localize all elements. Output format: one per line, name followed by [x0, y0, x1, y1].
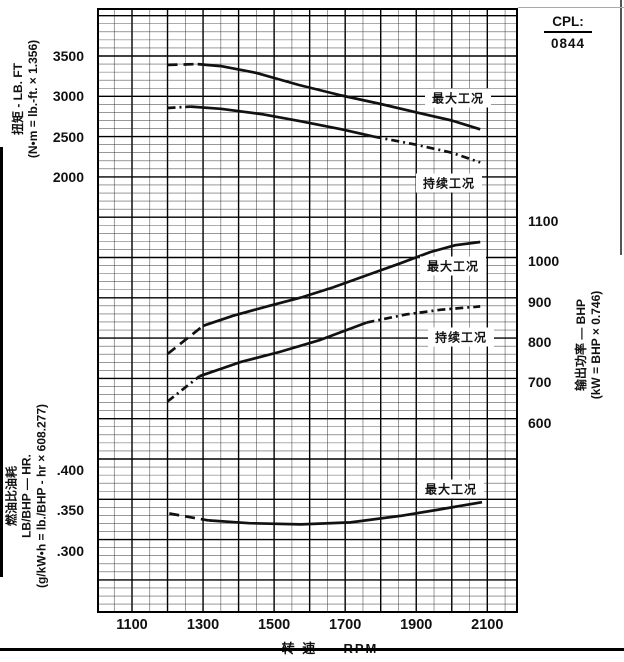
plot-area: 最大工况 持续工况 最大工况 持续工况 最大工况 — [97, 8, 518, 613]
torque-curve-1-solid — [190, 105, 374, 138]
power-series-label-1: 持续工况 — [427, 327, 495, 347]
fuel-axis-title: 燃油比油耗 LB/BHP — HR. (g/kW•h = lb./BHP - h… — [5, 404, 50, 588]
torque-curve-0-dashed — [167, 62, 198, 67]
torque-ytick-2000: 2000 — [52, 168, 84, 185]
torque-curve-1-dashdot — [373, 135, 481, 164]
fuel-curve-0-solid — [208, 500, 483, 526]
power-curve-1-solid — [199, 321, 367, 378]
power-curve-0-solid — [202, 240, 481, 328]
torque-curve-1-dashdot — [167, 105, 191, 110]
torque-series-label-0: 最大工况 — [424, 88, 492, 108]
x-tick-2100: 2100 — [471, 617, 504, 633]
frame-left-line — [0, 147, 3, 577]
x-tick-1500: 1500 — [257, 617, 291, 633]
power-ytick-1000: 1000 — [528, 253, 560, 270]
fuel-ytick-300: .300 — [56, 542, 84, 559]
torque-ytick-3500: 3500 — [52, 48, 84, 64]
power-curve-1-dashdot — [366, 305, 481, 324]
power-ytick-700: 700 — [528, 374, 552, 391]
fuel-curve-0-dashed — [169, 512, 209, 522]
fuel-series-label-0: 最大工况 — [417, 479, 485, 499]
x-tick-1100: 1100 — [116, 617, 148, 633]
x-tick-1900: 1900 — [400, 617, 433, 633]
power-ytick-900: 900 — [528, 293, 552, 310]
torque-ytick-3000: 3000 — [52, 88, 84, 105]
x-tick-1300: 1300 — [186, 617, 220, 633]
power-ytick-600: 600 — [528, 414, 552, 431]
fuel-axis-title-line1: 燃油比油耗 — [4, 466, 19, 527]
x-tick-1700: 1700 — [329, 617, 362, 633]
cpl-value: 0844 — [550, 36, 586, 51]
fuel-ytick-350: .350 — [56, 502, 84, 519]
graph-grid-and-curves — [99, 10, 516, 611]
power-ytick-800: 800 — [528, 333, 552, 350]
fuel-axis-title-line2: LB/BHP — HR. — [19, 454, 34, 538]
power-curve-0-dashed — [166, 324, 204, 356]
power-axis-title-line2: (kW = BHP × 0.746) — [589, 290, 603, 400]
power-axis-title: 输出功率 — BHP (kW = BHP × 0.746) — [574, 291, 604, 400]
torque-series-label-1: 持续工况 — [415, 173, 483, 193]
frame-bottom-line — [0, 648, 624, 651]
torque-ytick-2500: 2500 — [52, 128, 84, 145]
power-series-label-0: 最大工况 — [419, 256, 487, 276]
fuel-ytick-400: .400 — [56, 462, 84, 478]
frame-right-line — [620, 0, 622, 255]
power-ytick-1100: 1100 — [528, 213, 559, 229]
frame-top-faint-line — [518, 7, 624, 8]
fuel-axis-title-line3: (g/kW•h = lb./BHP - hr × 608.277) — [34, 403, 49, 589]
power-curve-1-dashdot — [166, 375, 201, 403]
cpl-label: CPL: — [544, 14, 592, 33]
cpl-box: CPL: 0844 — [538, 14, 598, 51]
torque-curve-0-solid — [197, 62, 481, 131]
